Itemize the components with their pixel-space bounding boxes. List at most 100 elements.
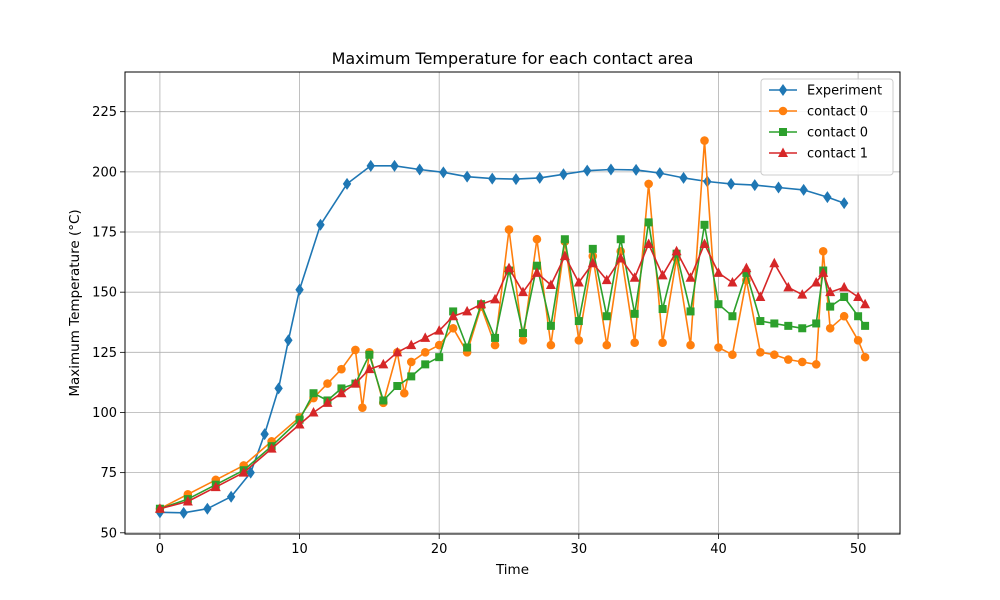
data-point — [518, 335, 528, 345]
data-point — [728, 350, 737, 360]
data-point — [644, 218, 653, 227]
x-tick-label: 30 — [571, 542, 588, 557]
data-point — [644, 179, 653, 189]
data-point — [546, 321, 555, 330]
data-point — [337, 364, 346, 374]
data-point — [583, 164, 592, 177]
x-tick-label: 40 — [710, 542, 727, 557]
data-point — [517, 286, 528, 297]
x-tick-label: 50 — [850, 542, 867, 557]
data-point — [559, 168, 568, 181]
data-point — [573, 277, 584, 287]
data-point — [336, 387, 347, 398]
y-tick-label: 100 — [92, 406, 117, 421]
legend-marker — [778, 84, 788, 96]
data-point — [679, 171, 688, 184]
data-point — [182, 496, 193, 506]
data-point — [861, 321, 870, 330]
y-tick-label: 175 — [92, 226, 117, 241]
data-point — [358, 403, 367, 412]
data-point — [203, 502, 212, 515]
data-point — [726, 177, 736, 190]
data-point — [756, 317, 765, 326]
data-point — [390, 159, 399, 172]
y-tick-label: 50 — [100, 526, 117, 541]
data-point — [700, 136, 709, 145]
data-point — [535, 171, 544, 184]
data-point — [559, 250, 570, 261]
data-point — [783, 355, 793, 364]
data-point — [463, 343, 472, 352]
series-line — [159, 165, 845, 514]
data-point — [574, 335, 584, 345]
data-point — [546, 340, 556, 350]
data-point — [742, 268, 751, 277]
data-point — [532, 261, 541, 270]
data-point — [420, 332, 431, 342]
data-point — [226, 490, 236, 503]
data-point — [490, 293, 501, 304]
data-point — [415, 163, 424, 176]
data-point — [812, 319, 821, 328]
data-point — [700, 220, 709, 229]
data-point — [629, 272, 640, 282]
data-point — [769, 257, 780, 268]
legend-label: contact 0 — [807, 105, 868, 120]
data-point — [602, 340, 612, 350]
data-point — [365, 350, 374, 359]
data-point — [434, 340, 444, 350]
data-point — [392, 346, 403, 357]
legend-marker — [778, 106, 788, 116]
data-point — [727, 277, 738, 287]
legend-marker — [778, 147, 788, 157]
data-point — [658, 338, 667, 348]
data-point — [518, 329, 527, 338]
data-point — [750, 179, 759, 192]
data-point — [616, 235, 625, 244]
data-point — [606, 163, 616, 176]
data-point — [825, 286, 836, 297]
legend-item: contact 1 — [769, 147, 868, 162]
data-point — [421, 360, 430, 369]
data-point — [342, 177, 352, 190]
data-point — [714, 300, 723, 309]
data-point — [655, 167, 665, 180]
data-point — [615, 252, 626, 263]
data-point — [504, 225, 514, 234]
data-point — [476, 298, 487, 309]
data-point — [755, 291, 766, 301]
data-point — [630, 309, 639, 318]
data-point — [825, 323, 835, 333]
legend-box — [760, 78, 894, 176]
data-point — [784, 321, 793, 330]
data-point — [439, 166, 448, 179]
x-tick-label: 10 — [291, 542, 308, 557]
data-point — [826, 302, 835, 311]
data-point — [393, 382, 402, 391]
data-point — [686, 340, 695, 350]
data-point — [658, 305, 667, 314]
data-point — [811, 360, 821, 369]
data-point — [420, 348, 430, 357]
data-point — [685, 272, 696, 282]
data-point — [462, 170, 472, 183]
data-point — [532, 234, 542, 244]
data-point — [631, 163, 641, 176]
data-point — [818, 246, 828, 256]
data-point — [379, 396, 388, 405]
data-point — [260, 428, 269, 441]
data-point — [462, 305, 473, 316]
data-point — [350, 378, 361, 388]
x-axis-title: Time — [495, 562, 529, 578]
data-point — [783, 281, 794, 292]
data-point — [728, 312, 737, 321]
data-point — [399, 388, 409, 398]
data-point — [839, 197, 849, 210]
data-point — [860, 352, 870, 362]
data-point — [756, 348, 765, 357]
data-point — [774, 181, 783, 194]
data-point — [531, 267, 542, 277]
y-tick-label: 75 — [100, 466, 117, 481]
data-point — [490, 340, 500, 350]
